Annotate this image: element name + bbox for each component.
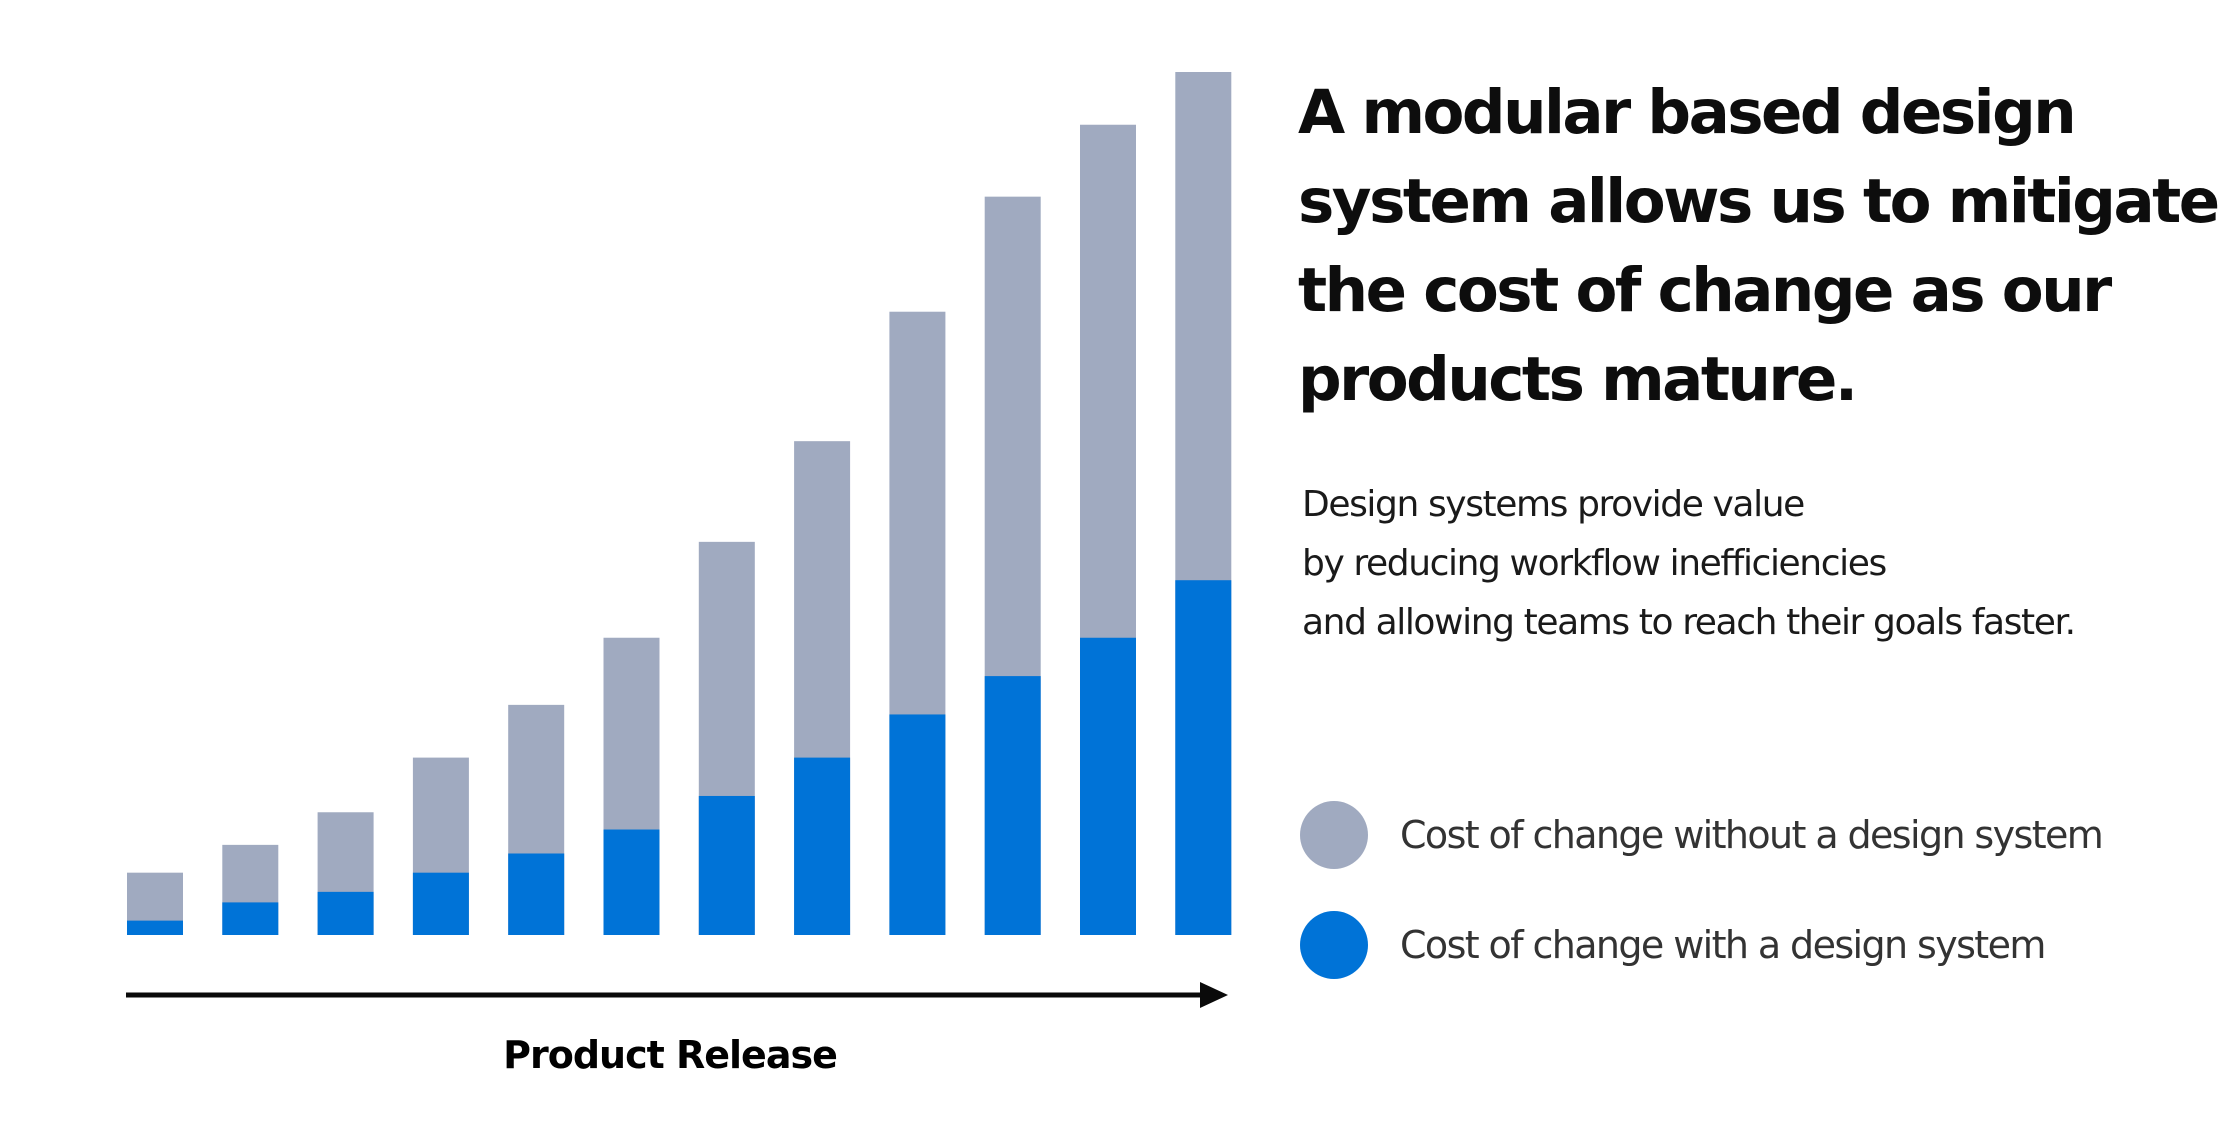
headline-line: system allows us to mitigate [1298,166,2220,237]
description-line: Design systems provide value [1302,484,1805,525]
bar-with-12 [1175,580,1232,935]
bar-with-9 [889,714,946,935]
bar-with-5 [508,853,565,935]
cost-of-change-chart: Product Release [126,72,1232,1077]
bar-with-6 [603,829,660,935]
bar-with-10 [984,676,1041,935]
description-line: and allowing teams to reach their goals … [1302,602,2076,643]
legend-label-with: Cost of change with a design system [1400,923,2046,967]
bar-with-8 [794,757,851,935]
bar-with-3 [317,891,374,935]
x-axis-arrow-head [1200,982,1228,1008]
legend-item-without: Cost of change without a design system [1300,800,2104,870]
bar-with-1 [127,920,183,935]
bar-with-7 [698,795,755,935]
legend-item-with: Cost of change with a design system [1300,910,2046,980]
description-line: by reducing workflow inefficiencies [1302,543,1887,584]
headline-line: products mature. [1298,344,1858,415]
description: Design systems provide value by reducing… [1302,475,2202,652]
legend-swatch-with [1300,911,1368,979]
headline-line: the cost of change as our [1298,255,2112,326]
headline: A modular based design system allows us … [1298,68,2220,424]
x-axis-label: Product Release [503,1033,837,1077]
bar-group [127,72,1232,936]
bar-with-2 [222,902,279,935]
legend-label-without: Cost of change without a design system [1400,813,2104,857]
legend-swatch-without [1300,801,1368,869]
bar-with-4 [412,872,469,935]
headline-line: A modular based design [1298,77,2077,148]
bar-with-11 [1080,637,1136,935]
